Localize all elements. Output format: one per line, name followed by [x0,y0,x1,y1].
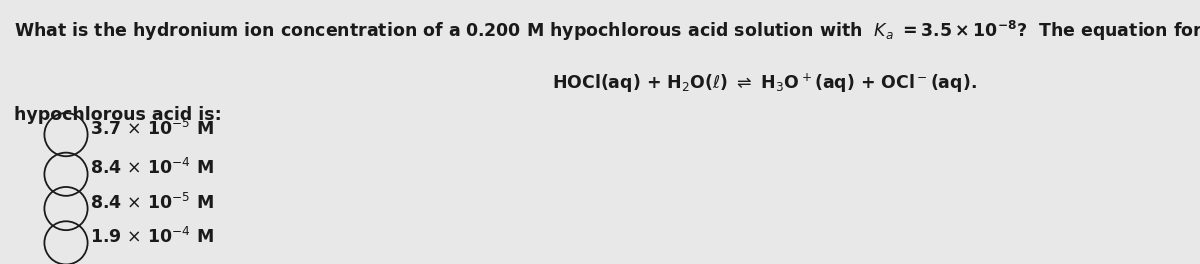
Text: 8.4 $\times$ 10$^{-4}$ M: 8.4 $\times$ 10$^{-4}$ M [90,158,214,178]
Text: 3.7 $\times$ 10$^{-5}$ M: 3.7 $\times$ 10$^{-5}$ M [90,119,214,139]
Text: 8.4 $\times$ 10$^{-5}$ M: 8.4 $\times$ 10$^{-5}$ M [90,193,214,213]
Text: 1.9 $\times$ 10$^{-4}$ M: 1.9 $\times$ 10$^{-4}$ M [90,227,214,247]
Text: HOCl(aq) + H$_2$O($\ell$) $\rightleftharpoons$ H$_3$O$^+$(aq) + OCl$^-$(aq).: HOCl(aq) + H$_2$O($\ell$) $\rightlefthar… [552,71,977,95]
Text: hypochlorous acid is:: hypochlorous acid is: [14,106,222,124]
Text: What is the hydronium ion concentration of a 0.200 M hypochlorous acid solution : What is the hydronium ion concentration … [14,18,1200,43]
